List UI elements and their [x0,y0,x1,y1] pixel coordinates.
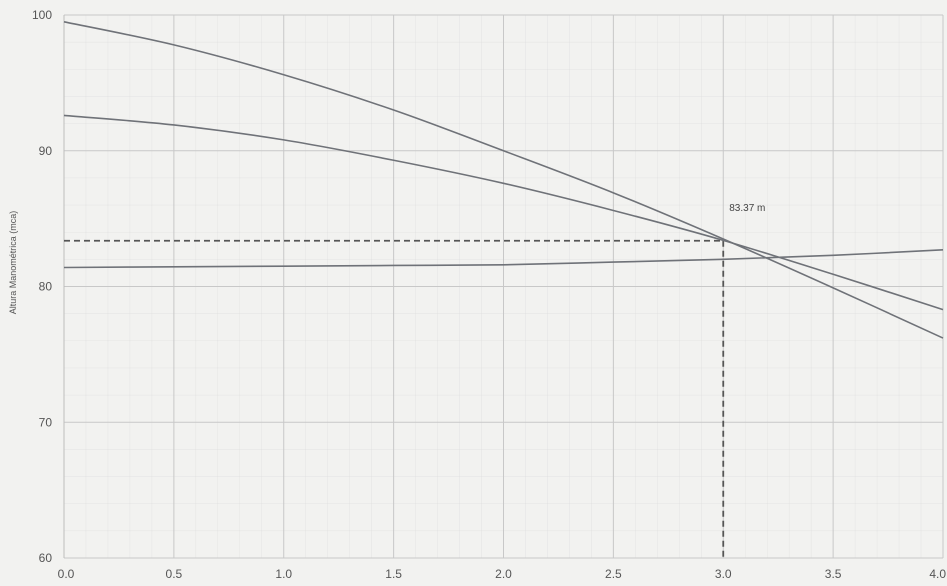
y-tick-label: 90 [39,144,53,158]
y-tick-label: 80 [39,280,53,294]
y-axis-label: Altura Manométrica (mca) [8,211,18,315]
y-tick-label: 60 [39,551,53,565]
grid [63,14,944,559]
x-tick-label: 1.0 [275,567,292,581]
series-line-3 [63,249,944,269]
y-tick-label: 100 [32,8,52,22]
x-tick-label: 0.0 [58,567,75,581]
x-tick-label: 4.0 [929,567,946,581]
operating-point-guides [64,239,725,558]
x-tick-labels: 0.0 0.5 1.0 1.5 2.0 2.5 3.0 3.5 4.0 [58,567,947,581]
x-tick-label: 3.5 [825,567,842,581]
x-tick-label: 1.5 [385,567,402,581]
curves [63,21,944,339]
series-line-1 [63,21,944,339]
x-tick-label: 0.5 [166,567,183,581]
x-tick-label: 2.5 [605,567,622,581]
x-tick-label: 2.0 [495,567,512,581]
series-line-2 [63,114,944,311]
y-tick-label: 70 [39,415,53,429]
x-tick-label: 3.0 [715,567,732,581]
y-tick-labels: 60 70 80 90 100 [32,8,52,565]
operating-point-label: 83.37 m [729,203,765,214]
